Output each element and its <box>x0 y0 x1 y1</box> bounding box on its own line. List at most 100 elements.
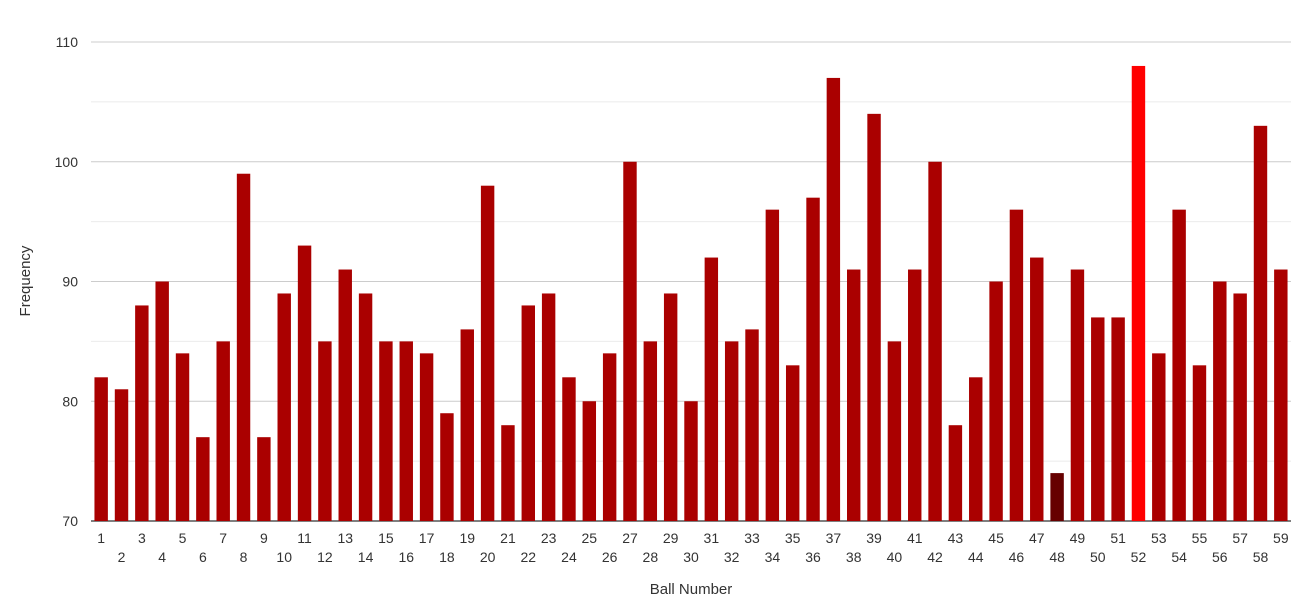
x-tick-label: 50 <box>1090 549 1106 565</box>
x-tick-label: 35 <box>785 530 801 546</box>
x-tick-label: 53 <box>1151 530 1167 546</box>
bar-53 <box>1152 353 1166 521</box>
bar-2 <box>114 389 129 521</box>
bar-39 <box>867 113 881 521</box>
x-tick-label: 26 <box>602 549 618 565</box>
x-tick-label: 56 <box>1212 549 1228 565</box>
y-tick-labels: 70 80 90 100 110 <box>55 34 79 529</box>
x-tick-label: 43 <box>948 530 964 546</box>
bar-27 <box>623 161 637 521</box>
bar-13 <box>338 269 352 521</box>
x-tick-label: 28 <box>643 549 659 565</box>
bar-44 <box>969 377 983 521</box>
bar-22 <box>521 305 535 521</box>
x-tick-label: 13 <box>337 530 353 546</box>
bar-54 <box>1172 209 1186 521</box>
x-tick-label: 22 <box>520 549 536 565</box>
bar-18 <box>440 413 454 521</box>
bar-31 <box>704 257 719 521</box>
x-tick-label: 15 <box>378 530 394 546</box>
bar-16 <box>399 341 413 521</box>
y-tick-label: 80 <box>62 393 78 409</box>
bar-12 <box>318 341 332 521</box>
x-tick-label: 58 <box>1253 549 1269 565</box>
bar-5 <box>175 353 190 521</box>
x-tick-label: 44 <box>968 549 984 565</box>
bar-47 <box>1030 257 1044 521</box>
bar-34 <box>765 209 780 521</box>
bar-52 <box>1131 65 1146 521</box>
x-tick-label: 32 <box>724 549 740 565</box>
bar-41 <box>908 269 922 521</box>
x-tick-label: 17 <box>419 530 435 546</box>
x-tick-label: 59 <box>1273 530 1289 546</box>
bar-30 <box>684 401 698 521</box>
bar-8 <box>236 173 251 521</box>
bar-23 <box>541 293 556 521</box>
bar-7 <box>216 341 230 521</box>
x-tick-label: 40 <box>887 549 903 565</box>
y-tick-label: 70 <box>62 513 78 529</box>
bar-19 <box>460 329 474 521</box>
x-tick-label: 27 <box>622 530 638 546</box>
bar-6 <box>196 437 210 521</box>
bar-57 <box>1233 293 1247 521</box>
bar-14 <box>358 293 373 521</box>
x-tick-label: 21 <box>500 530 516 546</box>
x-tick-label: 31 <box>704 530 720 546</box>
x-tick-label: 24 <box>561 549 577 565</box>
bar-40 <box>887 341 902 521</box>
bar-10 <box>277 293 291 521</box>
x-tick-labels: 1234567891011121314151617181920212223242… <box>97 530 1289 565</box>
y-axis-title: Frequency <box>17 245 34 316</box>
x-tick-label: 49 <box>1070 530 1086 546</box>
bar-17 <box>419 353 434 521</box>
x-tick-label: 14 <box>358 549 374 565</box>
bar-59 <box>1274 269 1288 521</box>
x-tick-label: 41 <box>907 530 923 546</box>
y-tick-label: 100 <box>55 154 79 170</box>
bar-11 <box>297 245 312 521</box>
x-tick-label: 16 <box>398 549 414 565</box>
x-tick-label: 38 <box>846 549 862 565</box>
x-tick-label: 6 <box>199 549 207 565</box>
x-tick-label: 5 <box>179 530 187 546</box>
bar-3 <box>135 305 149 521</box>
x-tick-label: 46 <box>1009 549 1025 565</box>
x-tick-label: 1 <box>97 530 105 546</box>
x-tick-label: 18 <box>439 549 455 565</box>
bar-49 <box>1070 269 1085 521</box>
bar-48 <box>1050 473 1064 521</box>
x-tick-label: 39 <box>866 530 882 546</box>
x-tick-label: 45 <box>988 530 1004 546</box>
x-tick-label: 25 <box>582 530 598 546</box>
bar-9 <box>257 437 271 521</box>
bars <box>94 65 1288 522</box>
x-tick-label: 11 <box>297 530 312 546</box>
x-tick-label: 19 <box>459 530 475 546</box>
x-tick-label: 12 <box>317 549 333 565</box>
x-tick-label: 29 <box>663 530 679 546</box>
bar-35 <box>785 365 800 521</box>
x-tick-label: 36 <box>805 549 821 565</box>
bar-55 <box>1192 365 1207 521</box>
x-tick-label: 47 <box>1029 530 1045 546</box>
bar-45 <box>989 281 1003 521</box>
bar-15 <box>379 341 393 521</box>
bar-29 <box>663 293 678 521</box>
bar-4 <box>155 281 169 521</box>
x-tick-label: 33 <box>744 530 760 546</box>
bar-32 <box>724 341 739 521</box>
x-tick-label: 55 <box>1192 530 1208 546</box>
y-tick-label: 90 <box>62 274 78 290</box>
x-tick-label: 48 <box>1049 549 1065 565</box>
x-tick-label: 3 <box>138 530 146 546</box>
bar-50 <box>1091 317 1105 521</box>
bar-38 <box>847 269 861 521</box>
bar-56 <box>1213 281 1227 521</box>
x-tick-label: 54 <box>1171 549 1187 565</box>
x-tick-label: 10 <box>276 549 292 565</box>
x-tick-label: 34 <box>765 549 781 565</box>
bar-33 <box>745 329 759 521</box>
